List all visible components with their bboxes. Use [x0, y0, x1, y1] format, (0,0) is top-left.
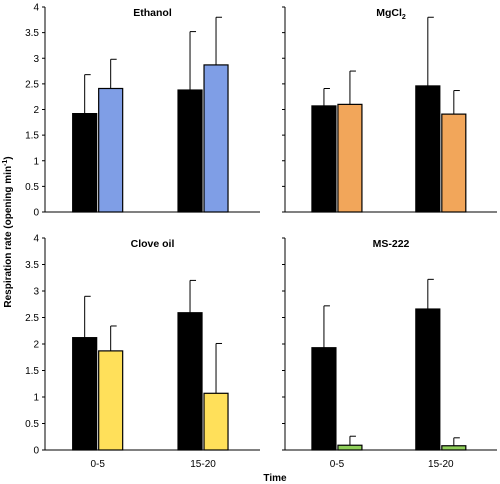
bar-series-1-cat-2 — [415, 85, 441, 213]
y-tick-label: 1 — [33, 393, 39, 404]
y-tick-label: 3.5 — [25, 260, 39, 271]
y-tick-label: 4 — [33, 234, 39, 245]
y-tick-label: 2 — [33, 105, 39, 116]
x-tick-label: 0-5 — [330, 459, 345, 470]
y-tick-label: 3 — [33, 287, 39, 298]
panel-title: Clove oil — [131, 238, 175, 250]
x-tick-label: 0-5 — [90, 459, 105, 470]
bar-series-2-cat-1 — [337, 444, 363, 451]
y-tick-label: 2.5 — [25, 79, 39, 90]
y-tick-label: 3.5 — [25, 28, 39, 39]
bar-series-2-cat-2 — [441, 113, 467, 213]
y-tick-label: 0 — [33, 208, 39, 219]
y-tick-label: 1.5 — [25, 131, 39, 142]
bar-series-1-cat-2 — [415, 308, 441, 451]
x-tick-label: 15-20 — [190, 459, 216, 470]
bar-series-1-cat-1 — [311, 347, 337, 451]
bar-series-2-cat-1 — [98, 350, 124, 451]
chart-panel-1: 0 0.5 1 1.5 2 2.5 3 3.5 4 Ethanol — [25, 3, 260, 219]
x-tick-label: 15-20 — [428, 459, 454, 470]
y-tick-label: 2.5 — [25, 313, 39, 324]
bar-series-2-cat-1 — [98, 87, 124, 213]
bar-series-1-cat-1 — [72, 112, 98, 213]
y-tick-label: 2 — [33, 340, 39, 351]
y-tick-label: 3 — [33, 54, 39, 65]
panel-title: Ethanol — [133, 7, 172, 19]
bar-series-2-cat-2 — [203, 392, 229, 451]
y-axis-label: Respiration rate (opening min-1) — [2, 156, 14, 307]
bar-series-1-cat-2 — [177, 89, 203, 213]
bar-series-2-cat-2 — [203, 64, 229, 213]
chart-panels: 0 0.5 1 1.5 2 2.5 3 3.5 4 Ethanol MgCl2 0 0.5 1 1.5 2 2.… — [25, 3, 497, 470]
bar-series-1-cat-1 — [311, 105, 337, 213]
y-tick-label: 0.5 — [25, 182, 39, 193]
panel-title: MgCl2 — [376, 7, 406, 21]
bar-series-2-cat-2 — [441, 445, 467, 451]
y-tick-label: 1.5 — [25, 366, 39, 377]
y-tick-label: 0.5 — [25, 419, 39, 430]
bar-series-1-cat-1 — [72, 337, 98, 451]
y-tick-label: 4 — [33, 3, 39, 14]
chart-panel-3: 0 0.5 1 1.5 2 2.5 3 3.5 4 Clove oil 0-5 15-20 — [25, 234, 260, 470]
x-axis-label: Time — [263, 473, 287, 484]
bar-series-1-cat-2 — [177, 312, 203, 451]
panel-title: MS-222 — [373, 238, 410, 250]
y-tick-label: 0 — [33, 446, 39, 457]
y-tick-label: 1 — [33, 156, 39, 167]
chart-panel-2: MgCl2 — [282, 6, 497, 213]
chart-panel-4: MS-222 0-5 15-20 — [282, 237, 497, 470]
bar-series-2-cat-1 — [337, 103, 363, 213]
